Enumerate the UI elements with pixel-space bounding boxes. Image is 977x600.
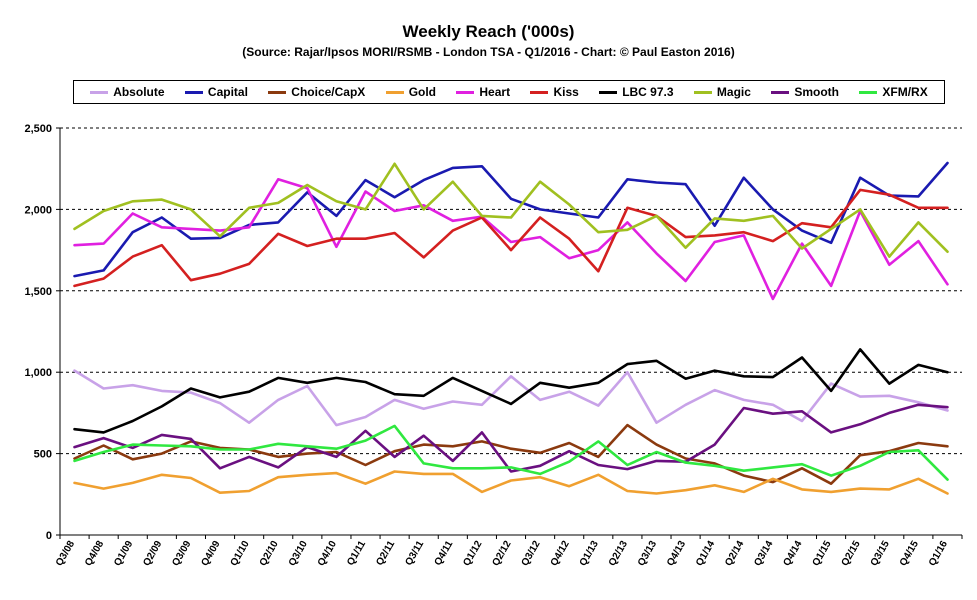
legend-item-absolute: Absolute bbox=[90, 85, 165, 99]
legend-swatch bbox=[859, 90, 878, 94]
x-tick-label: Q2/13 bbox=[607, 539, 630, 568]
legend-label: Kiss bbox=[553, 85, 579, 99]
x-tick-label: Q2/09 bbox=[141, 539, 164, 568]
x-tick-label: Q1/15 bbox=[811, 539, 834, 568]
legend-swatch bbox=[385, 90, 404, 94]
series-line-kiss bbox=[73, 188, 949, 288]
legend-label: Gold bbox=[408, 85, 437, 99]
x-tick-label: Q3/13 bbox=[636, 539, 659, 568]
legend-item-smooth: Smooth bbox=[771, 85, 839, 99]
legend-swatch bbox=[530, 90, 549, 94]
x-tick-label: Q3/08 bbox=[54, 539, 77, 568]
series-line-gold bbox=[73, 470, 949, 495]
legend-item-magic: Magic bbox=[693, 85, 751, 99]
legend-label: Choice/CapX bbox=[291, 85, 366, 99]
x-tick-label: Q4/15 bbox=[898, 539, 921, 568]
y-tick-label: 1,000 bbox=[24, 367, 52, 379]
legend-item-xfm-rx: XFM/RX bbox=[859, 85, 928, 99]
y-tick-label: 2,000 bbox=[24, 204, 52, 216]
x-tick-label: Q2/15 bbox=[840, 539, 863, 568]
series-line-magic bbox=[73, 162, 949, 258]
x-tick-label: Q4/12 bbox=[549, 539, 572, 568]
series-line-choice-capx bbox=[73, 423, 949, 486]
y-tick-label: 0 bbox=[46, 530, 52, 542]
y-tick-label: 1,500 bbox=[24, 286, 52, 298]
legend-swatch bbox=[268, 90, 287, 94]
x-tick-label: Q1/14 bbox=[694, 539, 717, 568]
x-tick-label: Q4/08 bbox=[83, 539, 106, 568]
x-tick-label: Q2/10 bbox=[258, 539, 281, 568]
y-tick-label: 2,500 bbox=[24, 123, 52, 135]
x-tick-label: Q1/13 bbox=[578, 539, 601, 568]
x-tick-label: Q3/14 bbox=[752, 539, 775, 568]
x-tick-label: Q4/13 bbox=[665, 539, 688, 568]
chart-title: Weekly Reach ('000s) bbox=[402, 22, 575, 41]
legend-item-kiss: Kiss bbox=[530, 85, 579, 99]
x-tick-label: Q2/12 bbox=[490, 539, 513, 568]
legend-label: XFM/RX bbox=[882, 85, 928, 99]
series-line-capital bbox=[73, 161, 949, 278]
x-tick-label: Q2/14 bbox=[723, 539, 746, 568]
x-tick-label: Q1/12 bbox=[461, 539, 484, 568]
x-tick-label: Q1/11 bbox=[345, 539, 368, 568]
legend-item-heart: Heart bbox=[456, 85, 510, 99]
series-line-heart bbox=[73, 178, 949, 301]
legend-label: Absolute bbox=[113, 85, 165, 99]
legend-swatch bbox=[456, 90, 475, 94]
series-line-absolute bbox=[73, 369, 949, 427]
series-line-smooth bbox=[73, 403, 949, 473]
legend-item-capital: Capital bbox=[184, 85, 248, 99]
legend-label: Capital bbox=[207, 85, 248, 99]
x-tick-label: Q3/15 bbox=[869, 539, 892, 568]
x-tick-label: Q4/14 bbox=[781, 539, 804, 568]
legend-swatch bbox=[599, 90, 618, 94]
x-tick-label: Q4/11 bbox=[433, 539, 456, 568]
legend-swatch bbox=[184, 90, 203, 94]
series-line-xfm-rx bbox=[73, 424, 949, 481]
x-tick-label: Q4/09 bbox=[199, 539, 222, 568]
legend: Absolute Capital Choice/CapX Gold Heart Kiss L… bbox=[73, 80, 945, 104]
x-tick-label: Q3/12 bbox=[520, 539, 543, 568]
x-tick-label: Q1/10 bbox=[229, 539, 252, 568]
chart-subtitle: (Source: Rajar/Ipsos MORI/RSMB - London … bbox=[242, 45, 735, 59]
x-tick-label: Q4/10 bbox=[316, 539, 339, 568]
legend-item-choice-capx: Choice/CapX bbox=[268, 85, 365, 99]
legend-label: LBC 97.3 bbox=[622, 85, 674, 99]
legend-label: Heart bbox=[479, 85, 511, 99]
legend-item-gold: Gold bbox=[385, 85, 437, 99]
x-tick-label: Q3/11 bbox=[403, 539, 426, 568]
x-tick-label: Q3/10 bbox=[287, 539, 310, 568]
x-tick-label: Q1/16 bbox=[927, 539, 950, 568]
legend-label: Smooth bbox=[794, 85, 839, 99]
y-tick-label: 500 bbox=[34, 449, 52, 461]
legend-swatch bbox=[693, 90, 712, 94]
legend-swatch bbox=[90, 90, 109, 94]
x-tick-label: Q3/09 bbox=[170, 539, 193, 568]
x-tick-label: Q2/11 bbox=[374, 539, 397, 568]
legend-label: Magic bbox=[716, 85, 751, 99]
series-line-lbc-97-3 bbox=[73, 348, 949, 434]
x-tick-label: Q1/09 bbox=[112, 539, 135, 568]
legend-item-lbc-97-3: LBC 97.3 bbox=[599, 85, 674, 99]
legend-swatch bbox=[771, 90, 790, 94]
